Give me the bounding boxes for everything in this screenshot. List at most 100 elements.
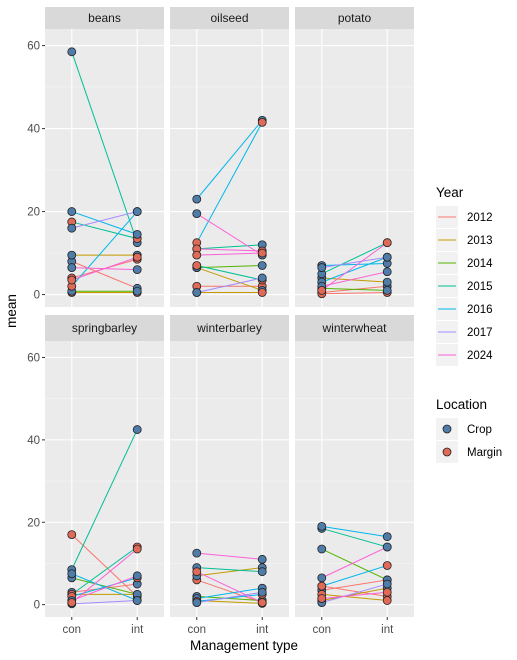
panel-bg — [170, 29, 289, 307]
data-point-crop — [382, 532, 392, 542]
series-line-2016-crop — [71, 211, 138, 235]
series-line-2016-crop — [196, 119, 263, 200]
strip-bg — [295, 7, 414, 29]
x-tick-label: con — [188, 624, 207, 636]
series-line-2015-margin — [196, 265, 263, 281]
series-line-2015-crop — [321, 527, 388, 548]
x-tick-label: int — [131, 624, 144, 636]
series-line-2017-crop — [71, 600, 138, 605]
strip-label: beans — [88, 11, 121, 25]
series-line-2014-crop — [321, 548, 388, 581]
x-tick-label: con — [313, 624, 332, 636]
x-tick-label: con — [63, 624, 82, 636]
legend-title-year: Year — [436, 185, 464, 200]
y-tick-label: 40 — [27, 124, 40, 136]
legend-key-point — [442, 424, 452, 434]
data-point-margin — [317, 581, 327, 591]
strip-label: potato — [338, 11, 372, 25]
data-point-crop — [317, 521, 327, 531]
data-point-crop — [132, 229, 142, 239]
y-tick-label: 60 — [27, 352, 40, 364]
panel-bg — [295, 341, 414, 617]
data-point-crop — [67, 223, 77, 233]
data-point-crop — [192, 194, 202, 204]
series-line-2016-margin — [196, 122, 263, 243]
series-line-2013-crop — [196, 267, 263, 291]
series-line-2017-crop — [196, 591, 263, 604]
legend-label-location: Margin — [467, 447, 502, 459]
data-point-crop — [67, 207, 77, 216]
panel-bg — [170, 341, 289, 617]
strip-bg — [45, 315, 164, 341]
series-line-2024-margin — [321, 242, 388, 291]
panel-bg — [295, 29, 414, 307]
data-point-margin — [192, 567, 202, 577]
x-tick-label: int — [256, 624, 269, 636]
data-point-margin — [382, 561, 392, 570]
data-point-crop — [257, 587, 267, 597]
data-point-crop — [382, 267, 392, 277]
series-line-2024-margin — [321, 591, 388, 599]
data-point-crop — [67, 250, 77, 260]
series-line-2017-crop — [196, 277, 263, 293]
strip-bg — [295, 315, 414, 341]
series-line-2015-margin — [71, 221, 138, 240]
series-line-2024-margin — [71, 548, 138, 603]
legend-label-year: 2015 — [467, 281, 493, 293]
series-line-2012-margin — [71, 534, 138, 597]
panel-springbarley: springbarley — [45, 315, 164, 617]
series-line-2015-crop — [71, 429, 138, 570]
data-point-margin — [67, 530, 77, 540]
series-line-2012-crop — [321, 579, 388, 591]
data-point-crop — [382, 277, 392, 287]
panel-oilseed: oilseed — [170, 7, 289, 307]
series-line-2017-crop — [321, 583, 388, 604]
series-line-2012-crop — [71, 260, 138, 289]
data-point-crop — [192, 288, 202, 297]
data-point-margin — [257, 117, 267, 127]
y-tick-label: 0 — [34, 600, 40, 612]
legend-label-year: 2013 — [467, 235, 493, 247]
series-line-2024-margin — [196, 571, 263, 604]
strip-label: winterwheat — [321, 321, 387, 335]
data-point-margin — [257, 598, 267, 607]
data-point-crop — [317, 573, 327, 583]
data-point-margin — [382, 587, 392, 597]
series-line-2015-crop — [196, 244, 263, 250]
series-line-2013-crop — [321, 587, 388, 602]
data-point-crop — [132, 286, 142, 296]
data-point-margin — [67, 275, 77, 285]
strip-bg — [170, 7, 289, 29]
series-line-2012-margin — [196, 579, 263, 604]
data-point-margin — [192, 250, 202, 260]
series-line-2024-crop — [71, 575, 138, 601]
panel-bg — [45, 29, 164, 307]
series-line-2015-margin — [71, 546, 138, 595]
series-line-2014-crop — [196, 265, 263, 269]
data-point-crop — [67, 47, 77, 57]
data-point-crop — [132, 596, 142, 605]
series-line-2014-crop — [71, 577, 138, 595]
data-point-margin — [257, 288, 267, 297]
series-line-2013-crop — [196, 567, 263, 577]
y-tick-label: 60 — [27, 41, 40, 53]
data-point-crop — [382, 252, 392, 262]
axes-layer: 0 20 40 60 0 20 40 60 con int con int con int Manageme… — [4, 41, 394, 653]
panel-beans: beans — [45, 7, 164, 307]
series-line-2012-margin — [321, 585, 388, 597]
data-point-crop — [67, 263, 77, 272]
data-point-margin — [317, 594, 327, 603]
series-line-2017-crop — [71, 211, 138, 229]
series-line-2024-crop — [196, 552, 263, 560]
y-tick-label: 20 — [27, 517, 40, 529]
legend-label-year: 2017 — [467, 327, 493, 339]
data-point-crop — [132, 425, 142, 434]
series-line-2016-crop — [196, 587, 263, 599]
legend-label-location: Crop — [467, 424, 492, 436]
data-point-crop — [257, 567, 267, 577]
series-line-2024-crop — [321, 271, 388, 287]
legend-key-point — [442, 447, 452, 457]
panel-winterbarley: winterbarley — [170, 315, 289, 617]
data-point-crop — [382, 579, 392, 589]
